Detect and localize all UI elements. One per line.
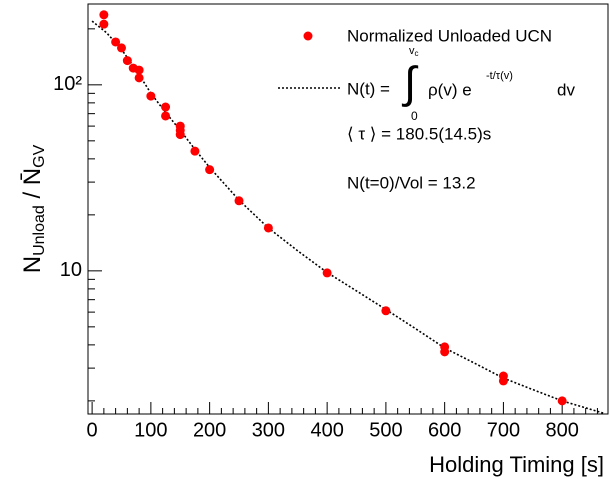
data-point bbox=[122, 56, 132, 66]
formula-lhs: N(t) = bbox=[347, 79, 390, 98]
fit-curve bbox=[91, 20, 604, 414]
x-axis-label: Holding Timing [s] bbox=[429, 452, 604, 477]
legend-label: Normalized Unloaded UCN bbox=[347, 26, 552, 45]
formula-upper: vc bbox=[409, 45, 419, 58]
data-point bbox=[557, 396, 567, 406]
formula-integral: ∫ bbox=[401, 59, 419, 108]
formula-upper-sub: c bbox=[415, 49, 419, 58]
data-point bbox=[161, 111, 171, 121]
data-point bbox=[134, 73, 144, 83]
data-point bbox=[161, 102, 171, 112]
formula-exponent: -t/τ(v) bbox=[486, 70, 513, 82]
x-tick-label: 100 bbox=[134, 419, 167, 441]
data-point bbox=[111, 37, 121, 47]
formula-integrand: ρ(v) e bbox=[428, 80, 472, 99]
data-point bbox=[116, 43, 126, 53]
data-point bbox=[134, 65, 144, 75]
data-point bbox=[146, 91, 156, 101]
x-tick-label: 500 bbox=[369, 419, 402, 441]
annotation: ⟨ τ ⟩ = 180.5(14.5)s bbox=[347, 124, 491, 143]
data-point bbox=[440, 347, 450, 357]
legend-marker bbox=[303, 31, 313, 41]
y-label-sub: Unload bbox=[31, 205, 48, 256]
data-point bbox=[175, 130, 185, 140]
y-label-main2: N̄ bbox=[19, 168, 46, 185]
y-label-sub2: GV bbox=[31, 144, 48, 167]
data-point bbox=[205, 165, 215, 175]
x-tick-label: 800 bbox=[545, 419, 578, 441]
x-tick-label: 700 bbox=[487, 419, 520, 441]
x-tick-label: 0 bbox=[87, 419, 98, 441]
data-point bbox=[381, 306, 391, 316]
data-point bbox=[263, 223, 273, 233]
data-point bbox=[99, 10, 109, 20]
data-point bbox=[498, 376, 508, 386]
y-tick-label: 10² bbox=[53, 73, 82, 95]
x-tick-label: 300 bbox=[252, 419, 285, 441]
formula-upper-v: v bbox=[409, 45, 415, 57]
formula-lower: 0 bbox=[411, 109, 418, 123]
x-tick-label: 400 bbox=[310, 419, 343, 441]
y-label-sep: / bbox=[19, 185, 46, 205]
data-point bbox=[190, 146, 200, 156]
data-point bbox=[99, 19, 109, 29]
data-point bbox=[322, 268, 332, 278]
data-point bbox=[234, 196, 244, 206]
y-tick-label: 10 bbox=[60, 259, 82, 281]
formula-tail: dv bbox=[557, 80, 575, 99]
plot-frame bbox=[87, 3, 609, 415]
x-tick-label: 200 bbox=[193, 419, 226, 441]
x-tick-label: 600 bbox=[428, 419, 461, 441]
y-label-main: N bbox=[19, 256, 46, 273]
annotation: N(t=0)/Vol = 13.2 bbox=[347, 173, 476, 192]
y-axis-label: NUnload / N̄GV bbox=[19, 144, 48, 273]
